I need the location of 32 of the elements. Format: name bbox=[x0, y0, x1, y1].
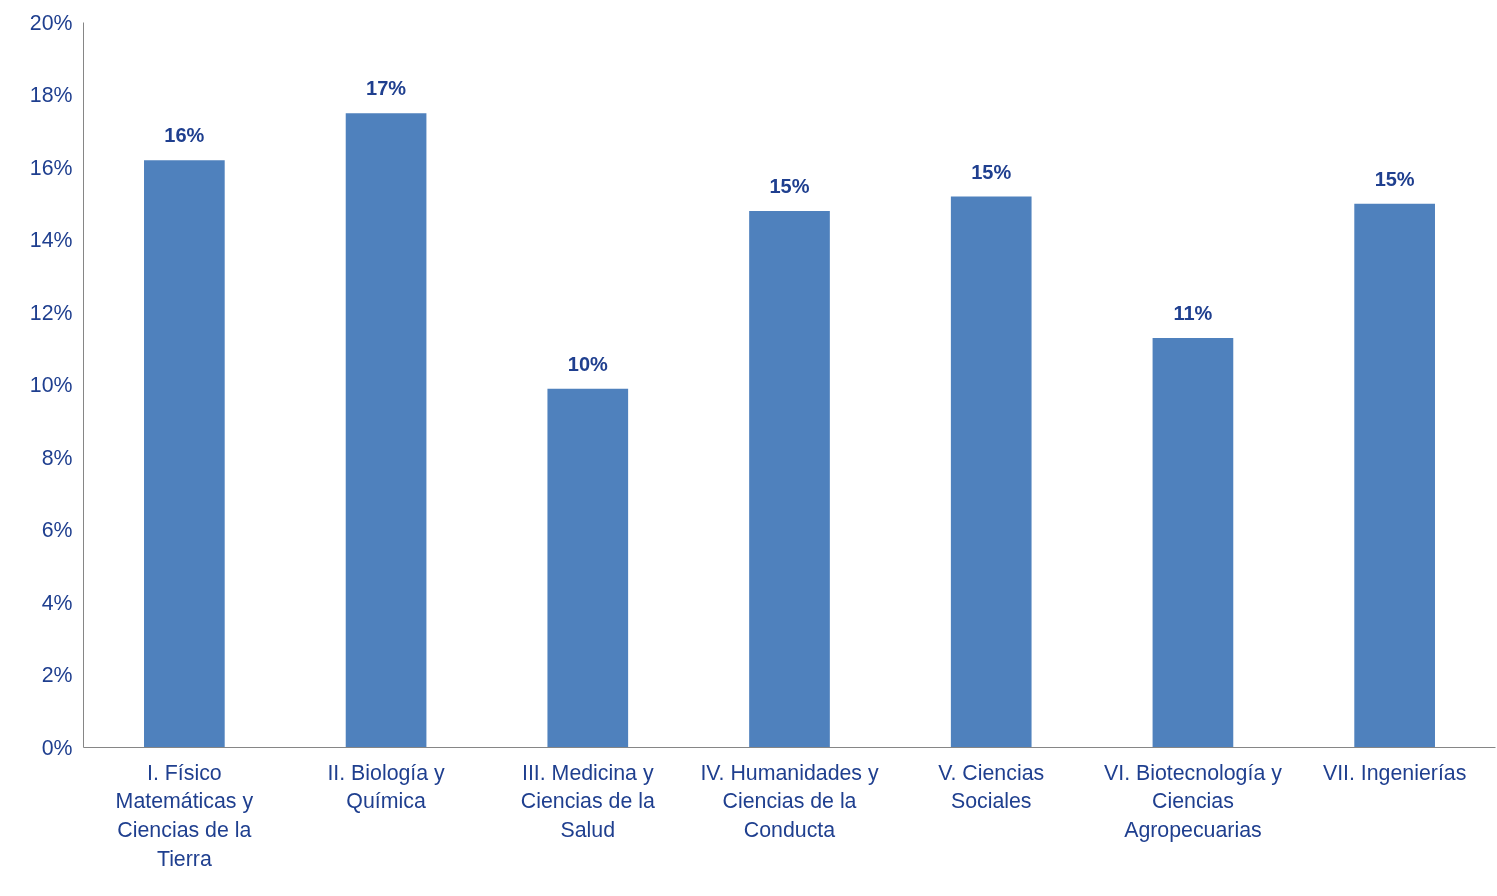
y-tick-label: 12% bbox=[29, 300, 73, 325]
data-label: 10% bbox=[567, 352, 609, 375]
data-label: 15% bbox=[769, 175, 810, 197]
y-tick-label: 4% bbox=[41, 590, 73, 615]
y-tick-label: 10% bbox=[29, 373, 73, 397]
data-label: 17% bbox=[366, 77, 407, 100]
x-tick-label: VII. Ingenierías bbox=[1322, 760, 1467, 785]
data-label: 15% bbox=[971, 160, 1012, 183]
x-tick-label: II. Biología y Química bbox=[327, 760, 446, 814]
bar bbox=[547, 388, 629, 748]
data-label: 16% bbox=[164, 124, 205, 147]
y-tick-label: 0% bbox=[41, 735, 73, 760]
y-tick-label: 18% bbox=[29, 83, 73, 107]
y-tick-label: 8% bbox=[41, 445, 73, 470]
bar bbox=[144, 160, 225, 748]
bar bbox=[950, 196, 1032, 748]
x-tick-label: III. Medicina y Ciencias de la Salud bbox=[520, 760, 655, 843]
x-tick-label: I. Físico Matemáticas y Ciencias de la Tierra bbox=[115, 760, 254, 871]
bar bbox=[1152, 337, 1234, 748]
bar bbox=[1354, 203, 1435, 748]
y-tick-label: 20% bbox=[29, 10, 73, 35]
y-tick-label: 14% bbox=[29, 228, 73, 252]
x-tick-label: VI. Biotecnología y Ciencias Agropecuarias bbox=[1104, 760, 1283, 843]
x-tick-label: IV. Humanidades y Ciencias de la Conducta bbox=[700, 760, 879, 843]
data-label: 11% bbox=[1173, 301, 1213, 324]
y-tick-label: 2% bbox=[41, 663, 73, 687]
bar bbox=[749, 211, 830, 748]
y-tick-label: 16% bbox=[29, 155, 73, 180]
data-label: 15% bbox=[1374, 167, 1415, 190]
bar bbox=[345, 113, 427, 748]
y-tick-label: 6% bbox=[41, 518, 73, 542]
x-tick-label: V. Ciencias Sociales bbox=[938, 760, 1045, 814]
